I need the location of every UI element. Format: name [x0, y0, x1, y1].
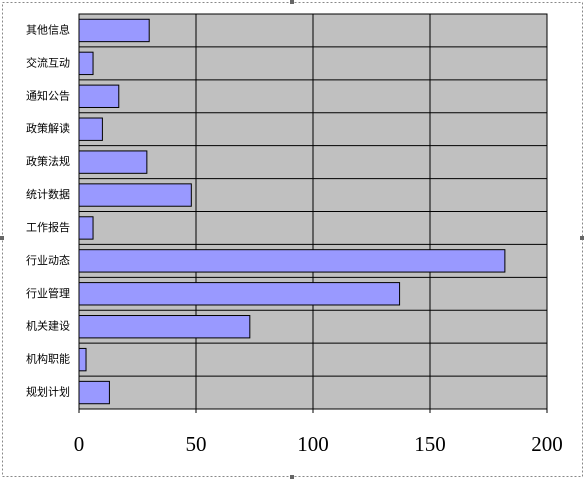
selection-handle [0, 236, 4, 240]
bar [78, 117, 103, 141]
bar [78, 249, 506, 273]
selection-handle [290, 0, 294, 4]
x-tick-label: 150 [414, 432, 446, 456]
y-tick-label: 交流互动 [26, 55, 70, 69]
bar [78, 315, 251, 339]
x-tick-label: 200 [531, 432, 563, 456]
y-tick-label: 政策法规 [26, 154, 70, 168]
y-tick-label: 通知公告 [26, 88, 70, 102]
y-tick-label: 统计数据 [26, 187, 70, 201]
bar [78, 216, 94, 240]
y-tick-label: 政策解读 [26, 121, 70, 135]
y-tick-label: 其他信息 [26, 22, 70, 36]
x-tick-label: 0 [74, 432, 85, 456]
bar [78, 84, 120, 108]
x-tick-label: 100 [297, 432, 329, 456]
y-tick-label: 行业管理 [26, 286, 70, 300]
x-tick-label: 50 [186, 432, 207, 456]
y-tick-label: 机构职能 [26, 352, 70, 366]
bar [78, 150, 148, 174]
selection-handle [580, 236, 584, 240]
y-tick-label: 工作报告 [26, 220, 70, 234]
y-tick-label: 规划计划 [26, 385, 70, 399]
bar [78, 380, 110, 405]
bar [78, 347, 87, 372]
y-tick-label: 行业动态 [26, 254, 70, 267]
bar [78, 18, 150, 43]
selection-handle [290, 475, 294, 479]
bar [78, 282, 401, 306]
bar [78, 183, 192, 207]
y-tick-label: 机关建设 [26, 319, 70, 333]
bar [78, 51, 94, 76]
